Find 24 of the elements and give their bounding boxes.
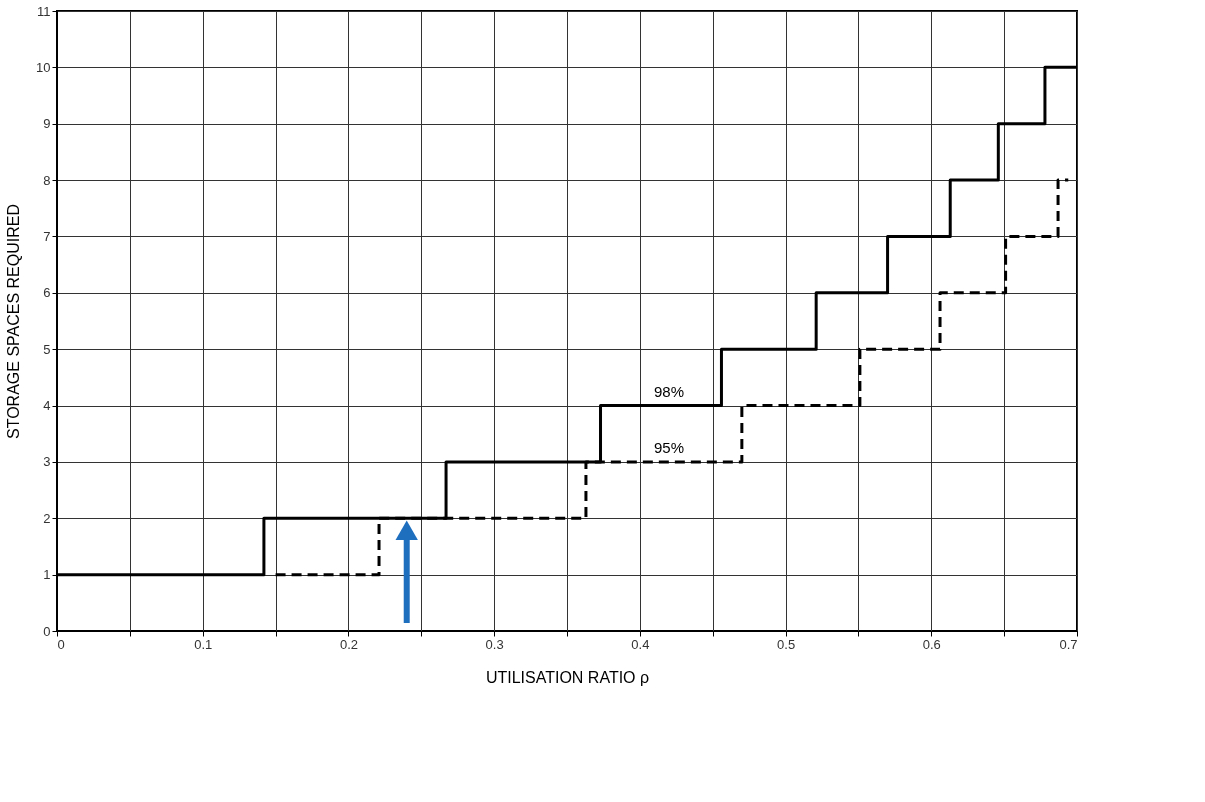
y-tick-label: 3 xyxy=(43,454,51,470)
y-tick-label: 1 xyxy=(43,567,51,583)
y-tick-label: 9 xyxy=(43,116,51,132)
y-axis-title: STORAGE SPACES REQUIRED xyxy=(5,203,23,440)
x-tick-label: 0.7 xyxy=(1059,636,1078,652)
y-tick-label: 0 xyxy=(43,623,51,639)
y-tick-label: 7 xyxy=(43,228,51,244)
y-tick-label: 11 xyxy=(37,3,51,19)
x-tick-label: 0.6 xyxy=(922,636,941,652)
y-tick-label: 10 xyxy=(36,59,51,75)
y-tick-label: 2 xyxy=(43,510,51,526)
x-tick-label: 0 xyxy=(57,636,65,652)
x-tick-label: 0.2 xyxy=(339,636,358,652)
y-tick-label: 6 xyxy=(43,285,51,301)
annotation: 98% xyxy=(653,382,685,400)
y-tick-label: 4 xyxy=(43,398,51,414)
x-tick-label: 0.3 xyxy=(485,636,504,652)
x-tick-label: 0.5 xyxy=(777,636,796,652)
x-tick-label: 0.4 xyxy=(631,636,650,652)
y-tick-label: 5 xyxy=(43,341,51,357)
x-axis-title: UTILISATION RATIO ρ xyxy=(485,668,650,686)
x-tick-label: 0.1 xyxy=(194,636,213,652)
y-tick-label: 8 xyxy=(43,172,51,188)
annotation: 95% xyxy=(653,438,685,456)
